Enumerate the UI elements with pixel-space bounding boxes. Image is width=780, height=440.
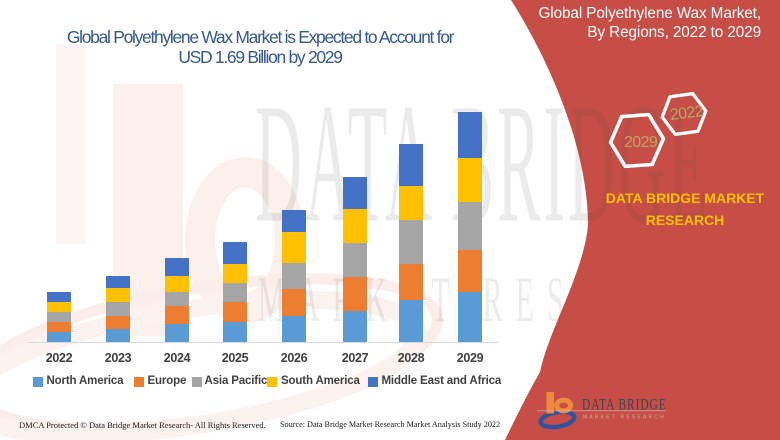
svg-text:DATA BRIDGE: DATA BRIDGE — [582, 397, 667, 414]
svg-text:MARKET RESEARCH: MARKET RESEARCH — [583, 415, 666, 421]
